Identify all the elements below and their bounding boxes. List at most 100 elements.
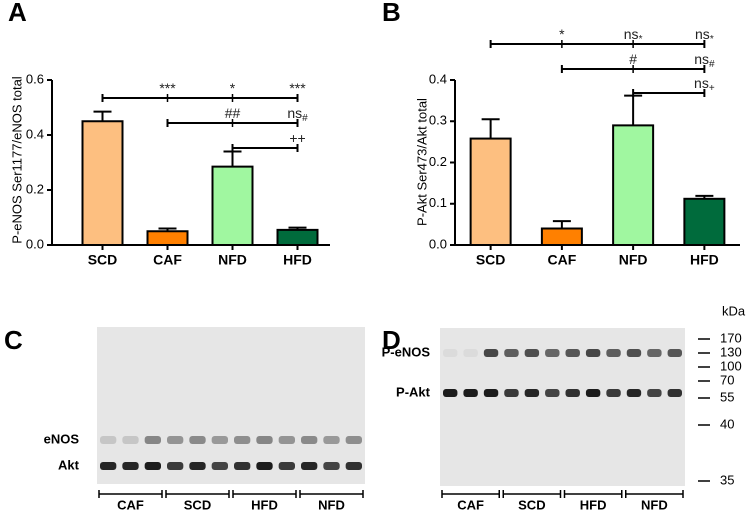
row-label: Akt xyxy=(58,457,80,472)
bar xyxy=(612,124,655,246)
blot-band xyxy=(647,389,662,397)
marker-label: 130 xyxy=(720,344,742,359)
significance-text: ns xyxy=(695,26,710,42)
significance-sub: * xyxy=(639,34,643,45)
significance-text: ++ xyxy=(289,130,305,146)
significance-text: ns xyxy=(624,26,639,42)
bar xyxy=(683,197,726,247)
significance-label: ns* xyxy=(624,26,643,45)
significance-text: # xyxy=(629,51,637,67)
y-tick-label: 0.2 xyxy=(429,154,447,169)
x-tick-label: NFD xyxy=(218,252,247,268)
significance-label: *** xyxy=(289,80,306,96)
blot-band xyxy=(256,436,273,444)
blot-band xyxy=(463,389,478,397)
significance-text: *** xyxy=(289,80,306,96)
x-tick-label: CAF xyxy=(153,252,182,268)
bar xyxy=(211,165,254,246)
blot-band xyxy=(545,349,560,357)
blot-band xyxy=(443,389,458,397)
x-tick-label: SCD xyxy=(476,252,506,268)
blot-band xyxy=(565,349,580,357)
blot-band xyxy=(647,349,662,357)
y-tick-label: 0.4 xyxy=(26,126,44,141)
significance-label: ++ xyxy=(289,130,305,146)
marker-label: 35 xyxy=(720,472,734,487)
panel-label: A xyxy=(8,0,27,27)
panel-label: C xyxy=(4,325,23,355)
bar xyxy=(276,228,319,246)
significance-sub: # xyxy=(302,113,308,124)
blot-band xyxy=(144,462,161,470)
blot-band xyxy=(345,462,362,470)
blot-band xyxy=(667,389,682,397)
significance-label: * xyxy=(559,26,565,42)
blot-band xyxy=(565,389,580,397)
blot-band xyxy=(144,436,161,444)
blot-band xyxy=(504,349,519,357)
blot-band xyxy=(189,462,206,470)
bar xyxy=(146,230,189,246)
x-tick-label: NFD xyxy=(619,252,648,268)
blot-band xyxy=(301,436,318,444)
marker-label: 40 xyxy=(720,416,734,431)
blot-band xyxy=(524,349,540,357)
x-tick-label: HFD xyxy=(283,252,312,268)
group-label: SCD xyxy=(518,497,545,512)
blot-band xyxy=(483,349,499,357)
y-tick-label: 0.0 xyxy=(429,236,447,251)
y-axis-title: P-Akt Ser473/Akt total xyxy=(414,98,429,226)
significance-text: ns xyxy=(287,105,302,121)
y-tick-label: 0.3 xyxy=(429,113,447,128)
blot-band xyxy=(585,349,601,357)
row-label: P-Akt xyxy=(396,384,431,399)
blot-band xyxy=(504,389,519,397)
y-tick-label: 0.6 xyxy=(26,71,44,86)
panel-label: B xyxy=(382,0,401,27)
blot-band xyxy=(667,349,682,357)
marker-label: 55 xyxy=(720,389,734,404)
blot-band xyxy=(606,349,621,357)
significance-label: ns+ xyxy=(694,75,715,94)
marker-label: 100 xyxy=(720,358,742,373)
significance-label: # xyxy=(629,51,637,67)
blot-band xyxy=(626,349,642,357)
significance-label: * xyxy=(230,80,236,96)
significance-label: ns* xyxy=(695,26,714,45)
blot-band xyxy=(278,436,295,444)
blot-band xyxy=(443,349,458,357)
blot-band xyxy=(626,389,642,397)
blot-band xyxy=(122,462,139,470)
blot-band xyxy=(211,436,228,444)
row-label: eNOS xyxy=(44,431,80,446)
significance-label: ns# xyxy=(694,51,715,70)
blot-band xyxy=(463,349,478,357)
bar xyxy=(81,120,124,246)
blot-band xyxy=(323,462,340,470)
significance-text: *** xyxy=(159,80,176,96)
significance-sub: # xyxy=(709,59,715,70)
marker-unit: kDa xyxy=(722,303,746,318)
blot-band xyxy=(585,389,601,397)
significance-sub: * xyxy=(710,34,714,45)
group-label: HFD xyxy=(580,497,607,512)
marker-label: 170 xyxy=(720,330,742,345)
blot-band xyxy=(234,462,251,470)
y-tick-label: 0.2 xyxy=(26,181,44,196)
blot-band xyxy=(545,389,560,397)
blot-band xyxy=(483,389,499,397)
row-label: P-eNOS xyxy=(382,344,431,359)
blot-image xyxy=(97,327,365,484)
significance-label: ns# xyxy=(287,105,308,124)
blot-band xyxy=(234,436,251,444)
group-label: SCD xyxy=(184,497,211,512)
blot-band xyxy=(100,436,117,444)
bar xyxy=(469,137,512,246)
blot-image xyxy=(440,328,685,486)
blot-band xyxy=(345,436,362,444)
blot-band xyxy=(211,462,228,470)
x-tick-label: SCD xyxy=(88,252,118,268)
significance-label: ## xyxy=(225,105,241,121)
blot-band xyxy=(122,436,139,444)
